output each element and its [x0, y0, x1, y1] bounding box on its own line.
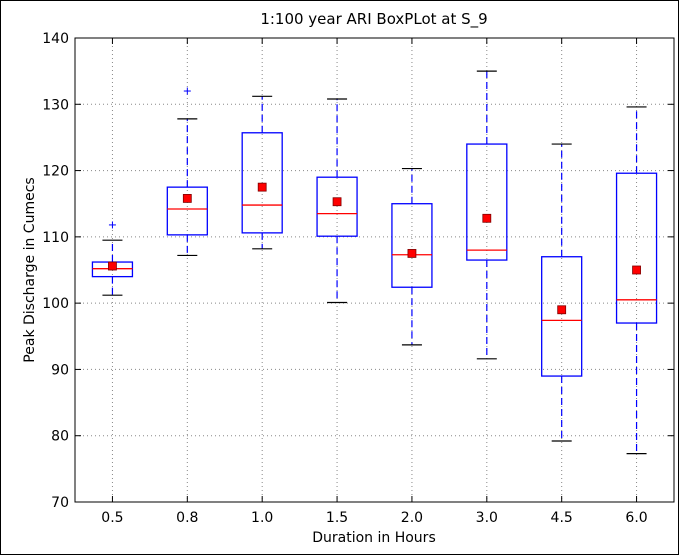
iqr-box — [316, 176, 358, 237]
y-tick-label: 140 — [42, 31, 69, 47]
mean-marker — [332, 197, 342, 207]
y-tick-label: 120 — [42, 164, 69, 180]
x-tick-label: 1.0 — [251, 510, 273, 526]
y-tick-label: 80 — [51, 429, 69, 445]
iqr-box — [466, 143, 508, 261]
y-tick-label: 130 — [42, 97, 69, 113]
box-series — [91, 70, 658, 455]
mean-marker — [182, 194, 192, 203]
x-tick-label: 4.5 — [551, 510, 573, 526]
iqr-box — [391, 203, 433, 288]
box-0.5 — [91, 221, 134, 296]
box-1.0 — [241, 95, 283, 250]
x-axis-label: Duration in Hours — [312, 530, 435, 546]
mean-marker — [108, 261, 117, 271]
box-2.0 — [391, 167, 433, 346]
box-6.0 — [615, 106, 658, 455]
axis-ticks: 70 80 90 100 110 120 130 140 0.5 0.8 1.0 1.5 2.0 3.0 4… — [42, 31, 674, 526]
x-tick-label: 0.8 — [176, 510, 198, 526]
mean-marker — [257, 182, 267, 192]
box-0.8 — [166, 87, 208, 257]
box-3.0 — [466, 70, 508, 360]
iqr-box — [615, 172, 658, 324]
plot-area — [75, 38, 674, 502]
x-tick-label: 6.0 — [625, 510, 647, 526]
mean-marker — [632, 265, 641, 275]
x-tick-label: 3.0 — [476, 510, 498, 526]
x-tick-label: 0.5 — [101, 510, 123, 526]
mean-marker — [557, 305, 567, 315]
y-tick-label: 100 — [42, 296, 69, 312]
iqr-box — [241, 132, 283, 234]
mean-marker — [482, 213, 492, 223]
y-tick-label: 110 — [42, 230, 69, 246]
y-axis-label: Peak Discharge in Cumecs — [22, 177, 38, 362]
box-1.5 — [316, 98, 358, 304]
iqr-box — [541, 256, 583, 377]
iqr-box — [166, 186, 208, 236]
chart-title: 1:100 year ARI BoxPLot at S_9 — [260, 10, 487, 29]
y-tick-label: 70 — [51, 495, 69, 511]
box-4.5 — [541, 143, 583, 442]
mean-marker — [407, 249, 417, 258]
x-tick-label: 2.0 — [401, 510, 423, 526]
plot-border — [74, 37, 675, 503]
x-tick-label: 1.5 — [326, 510, 348, 526]
y-tick-label: 90 — [51, 362, 69, 378]
